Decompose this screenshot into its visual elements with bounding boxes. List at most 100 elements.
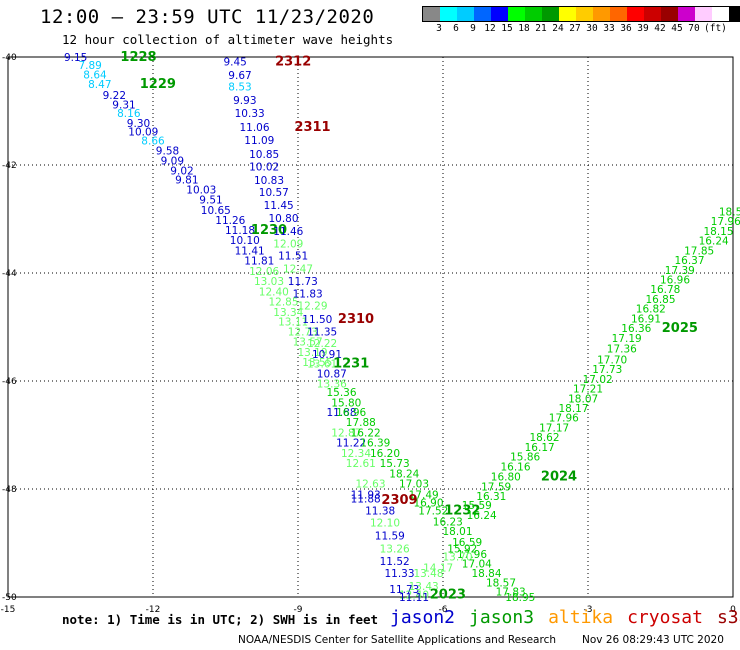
wave-height-label: 10.10 bbox=[230, 235, 260, 247]
wave-height-label: 17.19 bbox=[612, 333, 642, 345]
color-scale-swatch bbox=[593, 7, 610, 21]
color-scale: 3 6 9 12 15 18 21 24 27 30 33 36 39 42 45 70 (ft) bbox=[422, 6, 740, 36]
color-scale-label: 15 bbox=[501, 23, 513, 34]
wave-height-label: 11.73 bbox=[288, 276, 318, 288]
y-tick-label: -42 bbox=[2, 161, 17, 171]
wave-height-label: 12.40 bbox=[399, 589, 429, 601]
wave-height-label: 18.57 bbox=[486, 577, 516, 589]
wave-height-label: 17.59 bbox=[481, 481, 511, 493]
wave-height-label: 10.83 bbox=[254, 175, 284, 187]
color-scale-label: 24 bbox=[552, 23, 564, 34]
track-pass-label: 2311 bbox=[294, 120, 330, 135]
satellite-legend: jason2 jason3 altika cryosat s3a bbox=[390, 607, 740, 628]
track-pass-label: 1230 bbox=[251, 223, 287, 238]
wave-height-label: 10.03 bbox=[186, 184, 216, 196]
wave-height-label: 13.19 bbox=[297, 347, 327, 359]
wave-height-label: 11.93 bbox=[351, 489, 381, 501]
color-scale-swatch bbox=[729, 7, 740, 21]
color-scale-swatch bbox=[644, 7, 661, 21]
wave-height-label: 16.96 bbox=[336, 407, 366, 419]
wave-height-label: 13.61 bbox=[307, 359, 337, 371]
wave-height-label: 14.17 bbox=[423, 562, 453, 574]
wave-height-label: 10.85 bbox=[249, 149, 279, 161]
wave-height-label: 11.22 bbox=[336, 438, 366, 450]
wave-height-label: 16.85 bbox=[645, 294, 675, 306]
color-scale-swatch bbox=[661, 7, 678, 21]
legend-entry: jason3 bbox=[469, 607, 535, 628]
wave-height-label: 11.50 bbox=[302, 314, 332, 326]
track-pass-label: 2024 bbox=[541, 470, 577, 485]
wave-height-label: 17.83 bbox=[496, 587, 526, 599]
wave-height-label: 9.09 bbox=[161, 156, 184, 168]
wave-height-label: 13.48 bbox=[413, 568, 443, 580]
wave-height-label: 10.33 bbox=[235, 108, 265, 120]
color-scale-label: 70 bbox=[688, 23, 700, 34]
wave-height-label: 8.53 bbox=[228, 82, 251, 94]
color-scale-label: 6 bbox=[453, 23, 459, 34]
wave-height-label: 18.15 bbox=[703, 226, 733, 238]
y-tick-label: -44 bbox=[2, 269, 17, 279]
wave-height-label: 15.92 bbox=[447, 543, 477, 555]
wave-height-label: 8.47 bbox=[88, 79, 111, 91]
color-scale-label: 39 bbox=[637, 23, 649, 34]
wave-height-label: 10.80 bbox=[268, 213, 298, 225]
color-scale-swatch bbox=[559, 7, 576, 21]
color-scale-swatch bbox=[457, 7, 474, 21]
wave-height-label: 15.86 bbox=[510, 452, 540, 464]
color-scale-label: 3 bbox=[436, 23, 442, 34]
wave-height-label: 15.36 bbox=[326, 387, 356, 399]
wave-height-label: 16.16 bbox=[500, 461, 530, 473]
wave-height-label: 9.15 bbox=[64, 52, 87, 64]
wave-height-label: 18.95 bbox=[505, 592, 535, 604]
wave-height-label: 17.21 bbox=[573, 384, 603, 396]
y-tick-label: -40 bbox=[2, 53, 17, 63]
wave-height-label: 16.24 bbox=[699, 236, 729, 248]
color-scale-swatch bbox=[678, 7, 695, 21]
x-tick-label: 0 bbox=[730, 605, 736, 615]
wave-height-label: 17.04 bbox=[462, 559, 492, 571]
wave-height-label: 13.57 bbox=[293, 337, 323, 349]
wave-height-label: 15.73 bbox=[380, 458, 410, 470]
color-scale-swatch bbox=[474, 7, 491, 21]
color-scale-swatch bbox=[576, 7, 593, 21]
color-scale-label: 45 bbox=[671, 23, 683, 34]
wave-height-label: 11.46 bbox=[273, 226, 303, 238]
wave-height-label: 12.85 bbox=[268, 297, 298, 309]
wave-height-label: 11.26 bbox=[215, 215, 245, 227]
wave-height-label: 9.30 bbox=[127, 118, 150, 130]
wave-height-label: 16.78 bbox=[650, 284, 680, 296]
wave-height-label: 9.67 bbox=[228, 70, 251, 82]
x-tick-label: -15 bbox=[1, 605, 16, 615]
wave-height-label: 17.70 bbox=[597, 354, 627, 366]
wave-height-label: 7.89 bbox=[78, 60, 101, 72]
color-scale-label: 33 bbox=[603, 23, 615, 34]
wave-height-label: 18.17 bbox=[558, 403, 588, 415]
wave-height-label: 17.52 bbox=[418, 506, 448, 518]
wave-height-label: 11.52 bbox=[380, 556, 410, 568]
wave-height-label: 16.91 bbox=[631, 313, 661, 325]
wave-height-label: 11.33 bbox=[384, 568, 414, 580]
wave-height-label: 11.11 bbox=[399, 592, 429, 604]
legend-entry: s3a bbox=[716, 607, 740, 628]
wave-height-label: 10.65 bbox=[201, 205, 231, 217]
wave-height-label: 16.31 bbox=[476, 491, 506, 503]
x-tick-label: -3 bbox=[584, 605, 593, 615]
wave-height-label: 11.35 bbox=[307, 326, 337, 338]
wave-height-label: 11.73 bbox=[389, 584, 419, 596]
wave-height-label: 16.82 bbox=[636, 304, 666, 316]
wave-height-label: 17.96 bbox=[457, 549, 487, 561]
wave-height-label: 17.03 bbox=[399, 479, 429, 491]
wave-height-label: 10.91 bbox=[312, 349, 342, 361]
wave-height-label: 16.23 bbox=[433, 516, 463, 528]
color-scale-labels: 3 6 9 12 15 18 21 24 27 30 33 36 39 42 45 70 bbox=[422, 23, 740, 35]
x-tick-label: -9 bbox=[294, 605, 303, 615]
wave-height-label: 16.59 bbox=[452, 537, 482, 549]
x-tick-label: -6 bbox=[439, 605, 448, 615]
color-scale-swatch bbox=[525, 7, 542, 21]
footer-note: note: 1) Time is in UTC; 2) SWH is in fe… bbox=[62, 612, 379, 627]
legend-entry: cryosat bbox=[627, 607, 703, 628]
wave-height-label: 16.39 bbox=[360, 438, 390, 450]
wave-height-label: 8.66 bbox=[141, 136, 165, 148]
track-pass-label: 1232 bbox=[444, 504, 480, 519]
